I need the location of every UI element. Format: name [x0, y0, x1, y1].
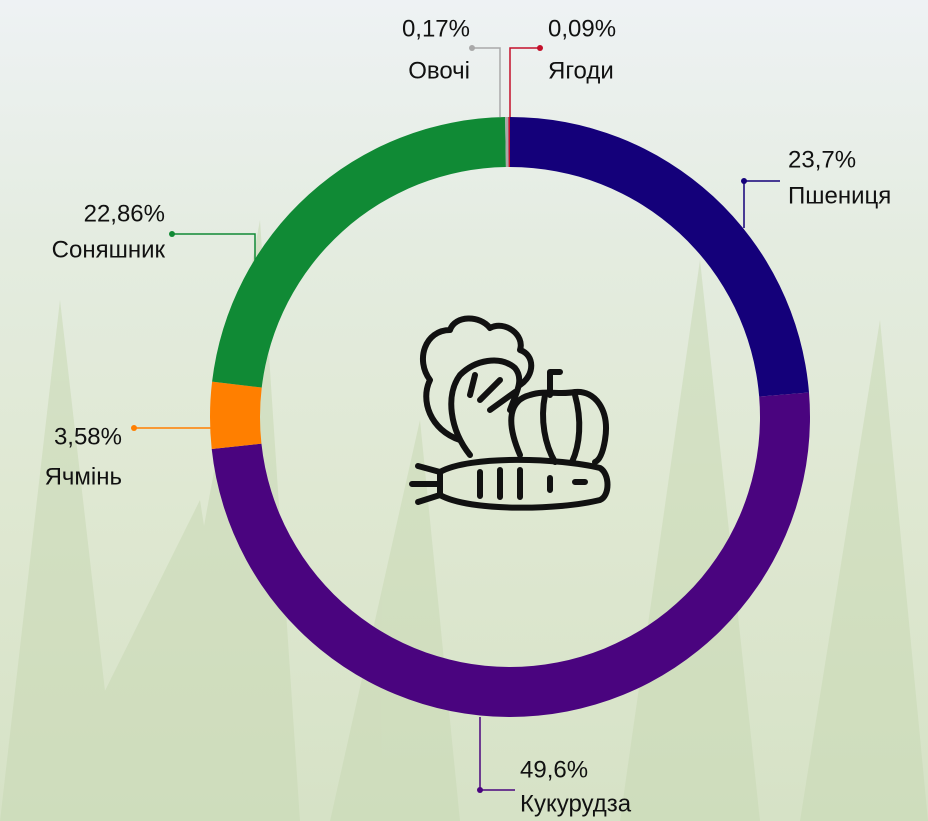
leader-dot — [477, 787, 483, 793]
value-label: 49,6% — [520, 756, 588, 783]
donut-segment — [510, 117, 809, 397]
leader-dot — [741, 178, 747, 184]
leader-line — [472, 47, 501, 117]
leader-line — [509, 47, 540, 117]
category-label: Кукурудза — [520, 790, 632, 817]
category-label: Ягоди — [548, 57, 614, 84]
donut-segment — [508, 117, 510, 168]
center-icon — [409, 315, 611, 511]
donut-segment — [212, 117, 506, 388]
leader-line — [172, 233, 256, 262]
value-label: 0,09% — [548, 15, 616, 42]
leader-dot — [131, 425, 137, 431]
donut-segment — [211, 392, 811, 718]
category-label: Соняшник — [52, 236, 166, 263]
value-label: 3,58% — [54, 423, 122, 450]
donut-segment — [210, 381, 262, 449]
category-label: Овочі — [408, 57, 470, 84]
category-label: Пшениця — [788, 182, 891, 209]
value-label: 23,7% — [788, 146, 856, 173]
donut-segment — [505, 117, 509, 168]
labels: 23,7% Пшениця 49,6% Кукурудза 3,58% Ячмінь 22,… — [45, 15, 892, 817]
leader-dot — [537, 45, 543, 51]
value-label: 22,86% — [84, 200, 165, 227]
leader-dot — [169, 231, 175, 237]
donut — [210, 117, 811, 718]
value-label: 0,17% — [402, 15, 470, 42]
leader-dot — [469, 45, 475, 51]
category-label: Ячмінь — [45, 463, 122, 490]
